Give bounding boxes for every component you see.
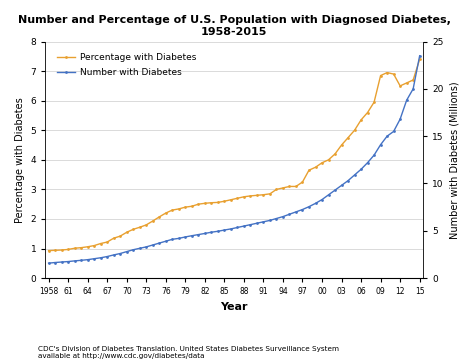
Number with Diabetes <box>293 210 299 214</box>
Number with Diabetes <box>46 261 52 265</box>
Percentage with Diabetes <box>417 57 422 61</box>
Percentage with Diabetes <box>137 225 143 229</box>
Percentage with Diabetes <box>404 81 410 85</box>
Number with Diabetes <box>137 246 143 250</box>
Y-axis label: Percentage with Diabetes: Percentage with Diabetes <box>15 97 25 223</box>
Line: Percentage with Diabetes: Percentage with Diabetes <box>47 58 421 252</box>
Number with Diabetes <box>319 197 325 202</box>
Percentage with Diabetes <box>293 184 299 189</box>
Line: Number with Diabetes: Number with Diabetes <box>47 54 421 265</box>
Number with Diabetes <box>404 98 410 102</box>
Title: Number and Percentage of U.S. Population with Diagnosed Diabetes,
1958-2015: Number and Percentage of U.S. Population… <box>18 15 451 37</box>
Percentage with Diabetes <box>319 160 325 165</box>
Percentage with Diabetes <box>130 227 136 232</box>
Legend: Percentage with Diabetes, Number with Diabetes: Percentage with Diabetes, Number with Di… <box>53 49 201 81</box>
Number with Diabetes <box>417 54 422 58</box>
X-axis label: Year: Year <box>220 302 248 312</box>
Text: CDC's Division of Diabetes Translation. United States Diabetes Surveillance Syst: CDC's Division of Diabetes Translation. … <box>38 346 339 359</box>
Percentage with Diabetes <box>358 118 364 122</box>
Y-axis label: Number with Diabetes (Millions): Number with Diabetes (Millions) <box>449 81 459 238</box>
Number with Diabetes <box>130 248 136 252</box>
Number with Diabetes <box>358 167 364 171</box>
Percentage with Diabetes <box>46 248 52 253</box>
